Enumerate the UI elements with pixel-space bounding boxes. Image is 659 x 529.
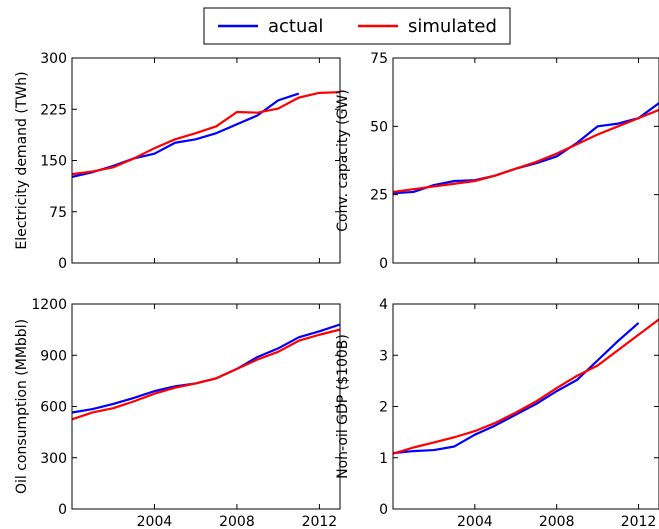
y-tick-label: 75 <box>370 51 388 67</box>
legend-label-actual: actual <box>268 16 323 37</box>
axes-frame <box>71 303 341 510</box>
x-tick-label: 2008 <box>219 514 255 529</box>
y-tick-label: 4 <box>379 297 388 313</box>
x-tick-label: 2008 <box>539 514 575 529</box>
y-tick-label: 300 <box>40 51 67 67</box>
x-tick-label: 2012 <box>621 514 657 529</box>
y-tick-label: 0 <box>58 502 67 518</box>
y-tick-label: 3 <box>379 348 388 364</box>
series-line-simulated <box>72 91 340 176</box>
series-line-simulated <box>72 328 340 421</box>
panel-1: 0 75 150 225 300 Electricity demand (TWh) <box>14 51 341 272</box>
panel-3: 0 300 600 900 1200 2004 2008 2012 Oil consumptio… <box>14 297 341 529</box>
series-line-simulated <box>393 318 659 455</box>
y-tick-label: 2 <box>379 400 388 416</box>
legend: actual simulated <box>203 7 511 45</box>
y-axis-label: Conv. capacity (GW) <box>335 89 351 231</box>
series-line-simulated <box>393 108 659 194</box>
y-axis-label: Oil consumption (MMbbl) <box>14 319 30 494</box>
series-line-actual <box>393 102 659 195</box>
y-tick-label: 50 <box>370 119 388 135</box>
y-tick-label: 1 <box>379 451 388 467</box>
y-tick-label: 0 <box>379 256 388 272</box>
legend-label-simulated: simulated <box>408 16 497 37</box>
axes-frame <box>71 57 341 264</box>
y-axis-label: Non-oil GDP ($100B) <box>335 334 351 479</box>
y-tick-label: 600 <box>40 400 67 416</box>
x-tick-label: 2004 <box>457 514 493 529</box>
panel-2: 0 25 50 75 Conv. capacity (GW) <box>335 51 659 272</box>
y-tick-label: 225 <box>40 102 67 118</box>
axes-frame <box>392 57 659 264</box>
y-tick-label: 25 <box>370 188 388 204</box>
y-tick-label: 0 <box>379 502 388 518</box>
x-tick-label: 2004 <box>137 514 173 529</box>
y-tick-label: 0 <box>58 256 67 272</box>
y-tick-label: 150 <box>40 154 67 170</box>
y-axis-label: Electricity demand (TWh) <box>14 71 30 249</box>
series-line-actual <box>393 322 640 455</box>
y-tick-label: 300 <box>40 451 67 467</box>
y-tick-label: 1200 <box>31 297 67 313</box>
series-line-actual <box>72 323 340 414</box>
y-tick-label: 900 <box>40 348 67 364</box>
x-tick-label: 2012 <box>302 514 338 529</box>
y-tick-label: 75 <box>49 205 67 221</box>
panel-4: 0 1 2 3 4 2004 2008 2012 Non-oil GDP ($100B) <box>335 297 659 529</box>
